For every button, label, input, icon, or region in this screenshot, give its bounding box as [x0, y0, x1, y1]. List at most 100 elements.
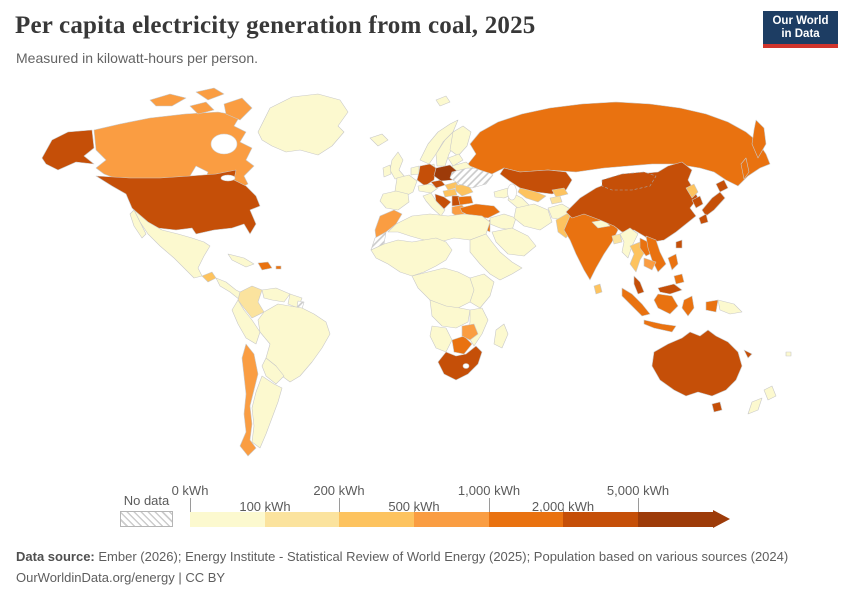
legend-bin-5000-plus[interactable] — [638, 512, 713, 527]
region-west-africa[interactable] — [370, 237, 453, 277]
region-norway[interactable] — [419, 119, 459, 165]
legend-no-data-swatch[interactable] — [120, 511, 173, 527]
region-chile[interactable] — [239, 343, 259, 457]
region-bolivia[interactable] — [261, 357, 285, 385]
legend-tick-1000: 1,000 kWh — [457, 483, 521, 498]
region-angola-zambia[interactable] — [429, 299, 471, 329]
legend-tick-0: 0 kWh — [171, 483, 209, 498]
region-uzbekistan[interactable] — [517, 187, 547, 203]
region-kyrgyzstan[interactable] — [551, 187, 569, 198]
region-syria-iraq[interactable] — [489, 213, 517, 231]
region-west-papua[interactable] — [705, 299, 719, 313]
region-canada-arctic[interactable] — [189, 101, 215, 115]
region-bulgaria[interactable] — [457, 195, 474, 206]
region-sumatra[interactable] — [621, 287, 651, 317]
region-alaska[interactable] — [41, 129, 95, 171]
region-iberia[interactable] — [379, 190, 410, 211]
region-cambodia[interactable] — [643, 257, 657, 271]
region-south-africa[interactable] — [437, 345, 483, 381]
region-sakhalin[interactable] — [740, 157, 750, 180]
region-netherlands[interactable] — [410, 165, 420, 176]
region-east-africa[interactable] — [469, 273, 495, 309]
region-tasmania[interactable] — [711, 401, 723, 413]
region-nz-north[interactable] — [763, 385, 777, 401]
legend-bin-2000-5000[interactable] — [563, 512, 639, 527]
region-puerto-rico[interactable] — [275, 265, 282, 270]
region-finland[interactable] — [449, 125, 472, 157]
region-myanmar[interactable] — [619, 227, 639, 259]
region-sudan-horn[interactable] — [469, 233, 523, 281]
region-venezuela[interactable] — [261, 287, 291, 303]
region-arabia[interactable] — [491, 227, 537, 257]
region-peru[interactable] — [231, 299, 261, 345]
region-ireland[interactable] — [382, 164, 392, 178]
region-central-africa[interactable] — [411, 267, 477, 309]
region-morocco[interactable] — [374, 209, 403, 239]
region-nz-south[interactable] — [747, 397, 763, 415]
region-taiwan[interactable] — [675, 239, 683, 249]
region-uk[interactable] — [389, 151, 406, 180]
lesotho — [462, 363, 470, 369]
region-malaysia-borneo[interactable] — [657, 283, 683, 295]
region-balkans-west[interactable] — [434, 193, 452, 210]
region-luzon[interactable] — [667, 253, 679, 271]
region-cuba[interactable] — [227, 253, 255, 268]
region-hungary[interactable] — [442, 188, 458, 198]
region-madagascar[interactable] — [493, 323, 509, 349]
region-japan-kyushu[interactable] — [698, 213, 709, 225]
legend-tick-200: 200 kWh — [313, 483, 365, 498]
region-malaysia-peninsula[interactable] — [633, 275, 645, 295]
region-kalimantan[interactable] — [653, 293, 679, 315]
region-dominican-republic[interactable] — [257, 261, 273, 271]
region-north-africa[interactable] — [387, 213, 491, 243]
region-guatemala[interactable] — [201, 271, 217, 283]
legend-bin-0-100[interactable] — [190, 512, 265, 527]
region-alpine[interactable] — [417, 183, 439, 194]
legend-bin-200-500[interactable] — [339, 512, 415, 527]
legend-bin-100-200[interactable] — [264, 512, 340, 527]
region-ukraine[interactable] — [449, 167, 494, 189]
region-namibia[interactable] — [429, 325, 453, 353]
region-canada-baffin[interactable] — [223, 97, 253, 121]
region-zimbabwe[interactable] — [461, 323, 479, 341]
license-line[interactable]: OurWorldinData.org/energy | CC BY — [16, 570, 226, 585]
legend-no-data-label: No data — [123, 493, 170, 508]
region-canada-arctic[interactable] — [195, 87, 225, 101]
region-japan-honshu[interactable] — [701, 191, 726, 217]
owid-logo[interactable]: Our World in Data — [763, 11, 838, 48]
region-italy[interactable] — [422, 192, 446, 217]
region-baltics[interactable] — [447, 153, 464, 167]
region-kamchatka[interactable] — [751, 119, 767, 159]
region-mongolia[interactable] — [601, 171, 657, 191]
region-bangladesh[interactable] — [611, 233, 623, 245]
region-north-korea[interactable] — [685, 183, 699, 199]
region-japan-hokkaido[interactable] — [715, 179, 729, 193]
region-mexico[interactable] — [133, 209, 211, 279]
legend-bin-1000-2000[interactable] — [488, 512, 564, 527]
region-sulawesi[interactable] — [681, 295, 695, 317]
region-mindanao[interactable] — [673, 273, 685, 285]
region-argentina[interactable] — [251, 375, 283, 449]
region-iran[interactable] — [513, 203, 553, 231]
region-south-korea[interactable] — [691, 195, 704, 209]
region-sri-lanka[interactable] — [593, 283, 603, 295]
legend-tick-5000: 5,000 kWh — [606, 483, 670, 498]
region-germany[interactable] — [416, 163, 437, 187]
region-greenland[interactable] — [257, 93, 349, 156]
region-new-caledonia[interactable] — [743, 349, 753, 359]
region-java[interactable] — [643, 319, 677, 333]
legend-bin-500-1000[interactable] — [414, 512, 489, 527]
region-australia[interactable] — [651, 329, 743, 397]
region-baja[interactable] — [129, 209, 147, 239]
region-vietnam[interactable] — [645, 235, 667, 273]
region-canada-arctic[interactable] — [149, 93, 187, 107]
region-iceland[interactable] — [369, 133, 389, 147]
chart-subtitle: Measured in kilowatt-hours per person. — [16, 50, 259, 66]
region-botswana[interactable] — [451, 335, 473, 355]
region-tajikistan[interactable] — [549, 195, 563, 205]
region-svalbard[interactable] — [435, 95, 451, 107]
region-fiji[interactable] — [785, 351, 792, 357]
region-brazil[interactable] — [257, 303, 331, 383]
region-papua-new-guinea[interactable] — [717, 299, 743, 315]
